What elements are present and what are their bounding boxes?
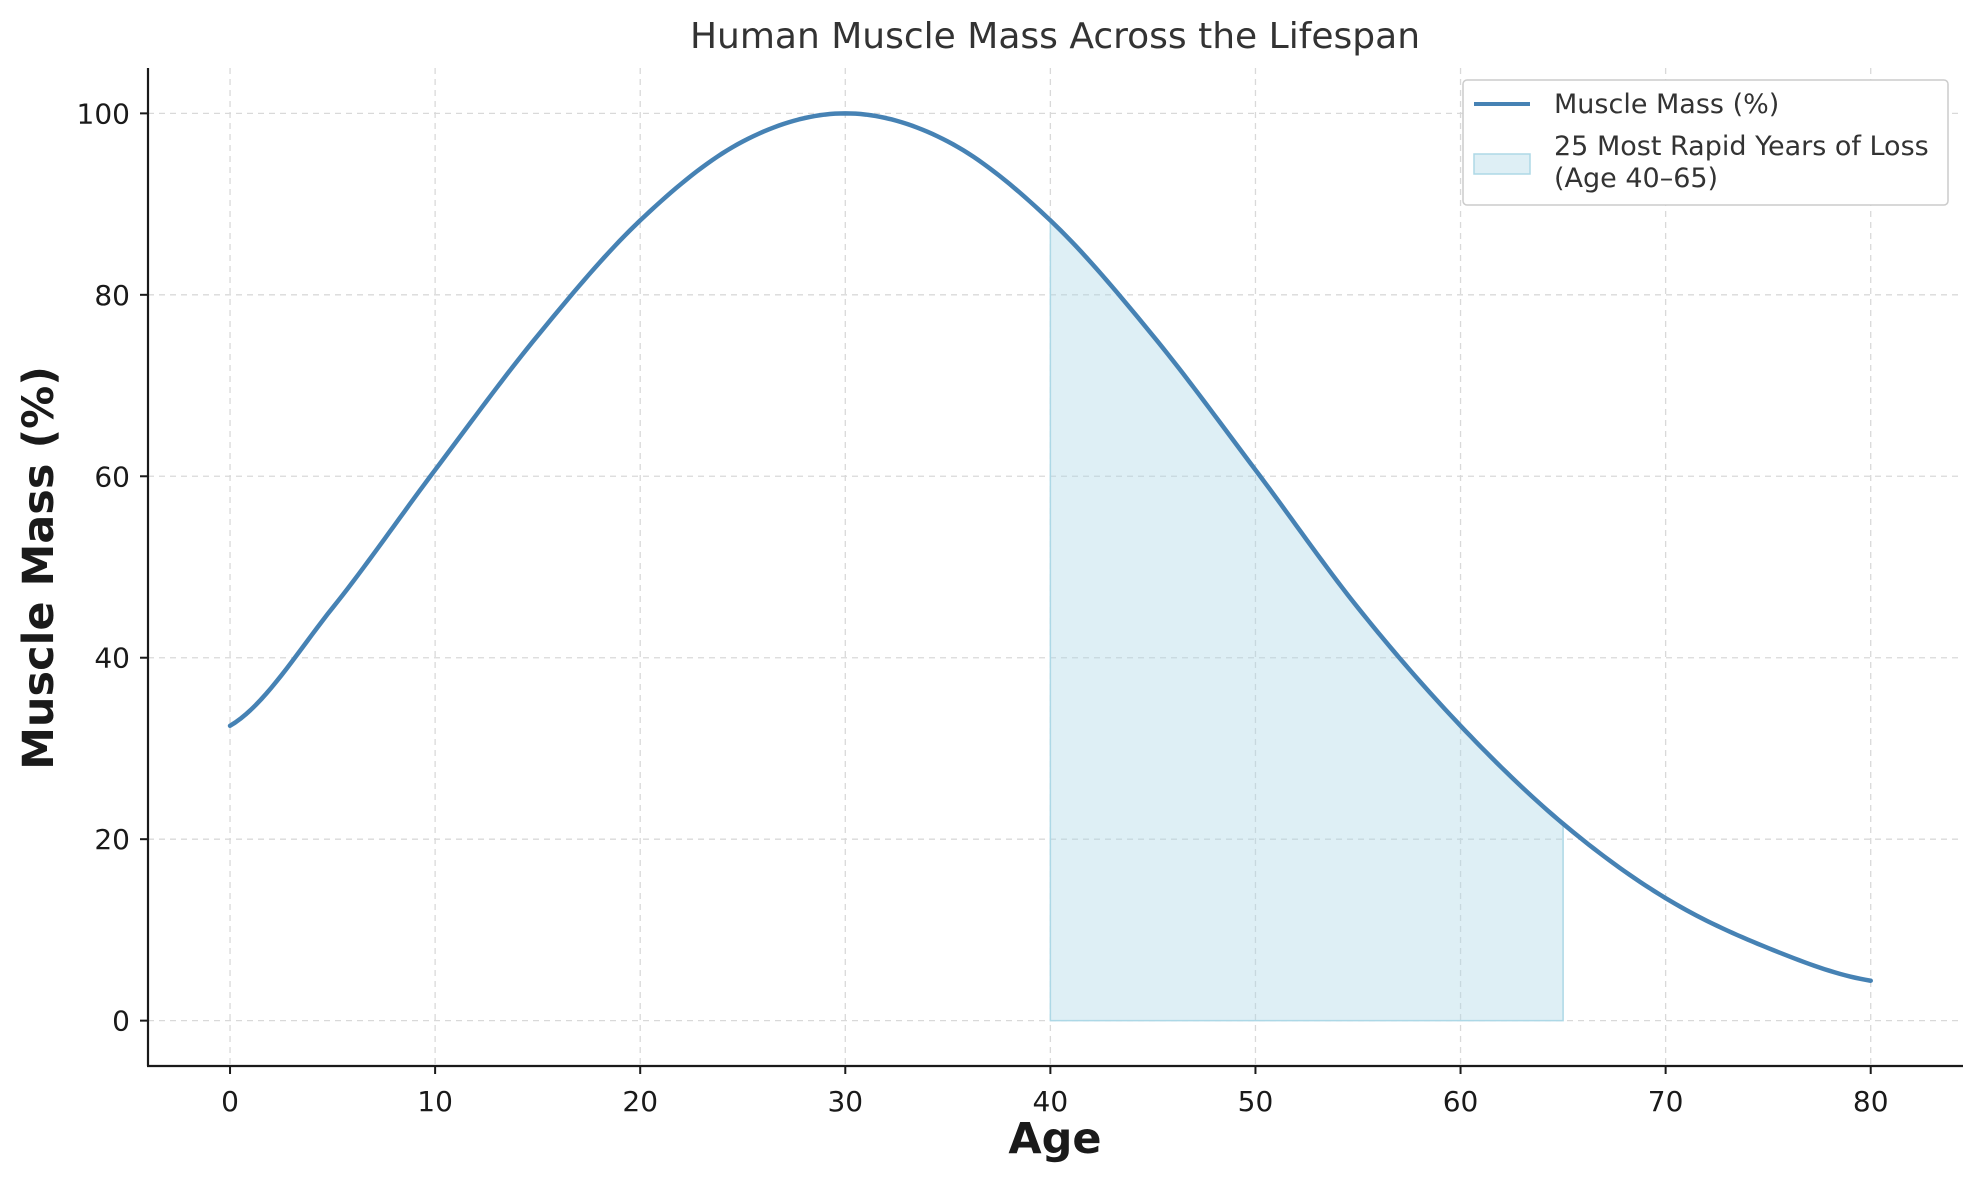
x-tick-label: 30 — [827, 1085, 863, 1118]
shaded-region-rapid-loss — [1049, 218, 1564, 1022]
y-tick-label: 20 — [94, 823, 130, 856]
y-tick-label: 40 — [94, 642, 130, 675]
x-tick-label: 50 — [1238, 1085, 1274, 1118]
x-tick-label: 10 — [417, 1085, 453, 1118]
x-tick-label: 20 — [622, 1085, 658, 1118]
x-tick-label: 40 — [1033, 1085, 1069, 1118]
y-tick-label: 80 — [94, 279, 130, 312]
tick-layer: 0 10 20 30 40 50 60 70 80 0 20 40 60 80 100 — [77, 97, 1889, 1118]
x-tick-label: 0 — [221, 1085, 239, 1118]
series-line-muscle-mass — [227, 111, 1873, 983]
chart-title: Human Muscle Mass Across the Lifespan — [690, 16, 1420, 57]
y-tick-label: 0 — [112, 1005, 130, 1038]
x-tick-label: 70 — [1648, 1085, 1684, 1118]
x-tick-label: 60 — [1443, 1085, 1479, 1118]
x-axis-label: Age — [1008, 1114, 1101, 1164]
y-axis-label: Muscle Mass (%) — [14, 366, 64, 770]
legend-label-rapid-loss: 25 Most Rapid Years of Loss — [1554, 131, 1929, 162]
x-tick-label: 80 — [1853, 1085, 1889, 1118]
y-tick-label: 60 — [94, 460, 130, 493]
y-tick-label: 100 — [77, 97, 130, 130]
shade-layer — [1049, 218, 1564, 1022]
legend-box — [1462, 79, 1949, 206]
legend-label-muscle-mass: Muscle Mass (%) — [1554, 89, 1779, 120]
legend-label-rapid-loss-range: (Age 40–65) — [1554, 163, 1718, 194]
line-layer — [227, 111, 1873, 983]
grid-layer — [148, 68, 1963, 1066]
legend-shade-swatch — [1473, 153, 1531, 175]
legend: Muscle Mass (%) 25 Most Rapid Years of L… — [1462, 79, 1949, 206]
